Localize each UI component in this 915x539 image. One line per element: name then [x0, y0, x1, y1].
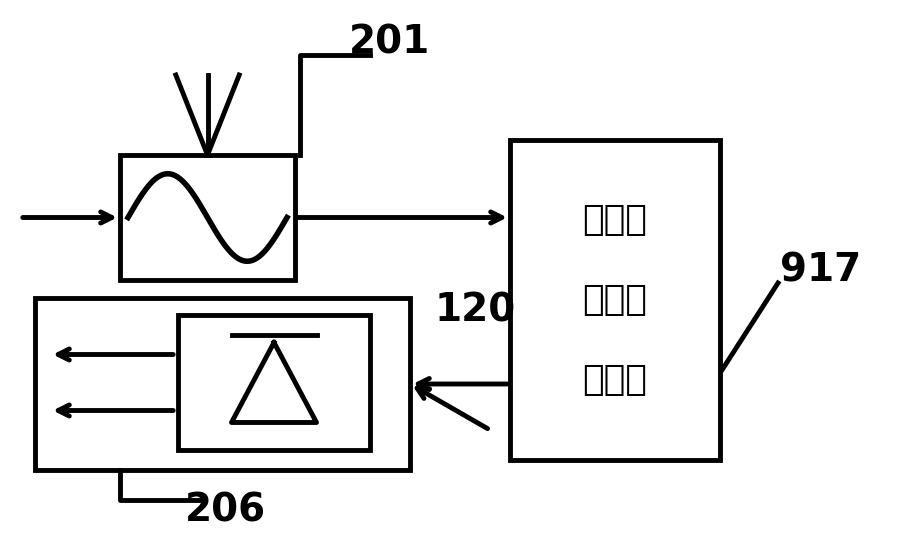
Bar [510, 140, 720, 460]
Text: 务系统: 务系统 [583, 363, 648, 397]
Bar [178, 315, 370, 450]
Text: 计算服: 计算服 [583, 283, 648, 317]
Text: 120: 120 [435, 291, 516, 329]
Text: 206: 206 [185, 491, 265, 529]
Bar [120, 155, 295, 280]
Text: 云计算: 云计算 [583, 203, 648, 237]
Bar [35, 298, 410, 470]
Text: 917: 917 [780, 251, 861, 289]
Text: 201: 201 [350, 23, 431, 61]
